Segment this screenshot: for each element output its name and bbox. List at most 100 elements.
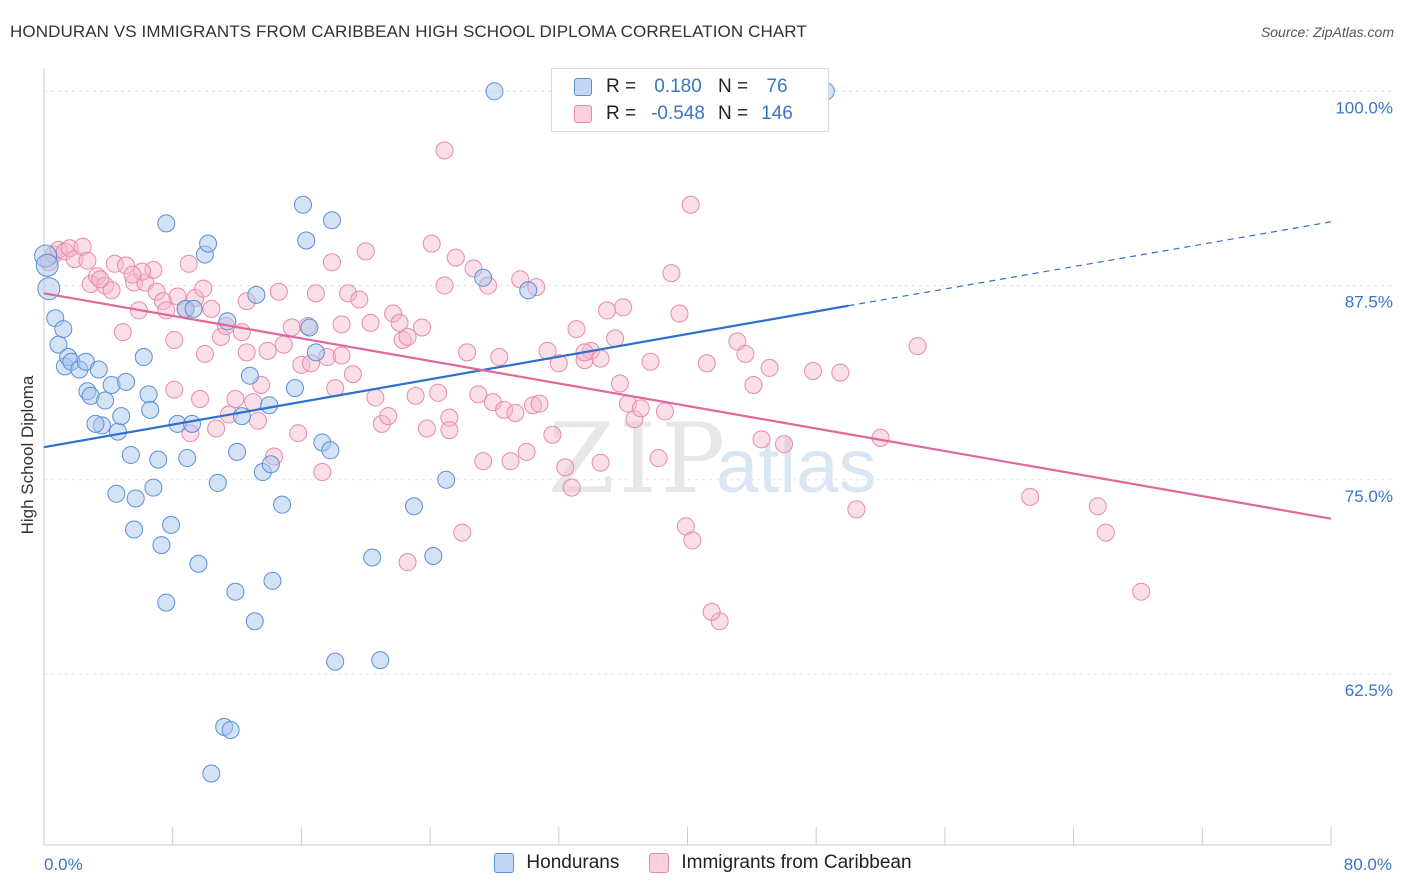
caribbean-point xyxy=(113,323,132,342)
caribbean-trend-line xyxy=(43,292,1332,520)
caribbean-point xyxy=(413,318,432,337)
caribbean-point xyxy=(1132,582,1151,601)
axes xyxy=(43,68,1332,846)
caribbean-point xyxy=(366,388,385,407)
caribbean-point xyxy=(446,248,465,267)
caribbean-point xyxy=(435,276,454,295)
caribbean-point xyxy=(332,315,351,334)
caribbean-point xyxy=(631,399,650,418)
series-legend: Hondurans Immigrants from Caribbean xyxy=(0,852,1406,874)
honduran-point xyxy=(326,652,345,671)
caribbean-point xyxy=(649,449,668,468)
caribbean-point xyxy=(343,365,362,384)
tick-labels: 62.5% 75.0% 87.5% 100.0% 0.0% 80.0% xyxy=(44,98,1393,874)
legend-r-value: 0.180 xyxy=(654,76,702,97)
caribbean-point xyxy=(744,376,763,395)
honduran-point xyxy=(141,400,160,419)
honduran-point xyxy=(117,372,136,391)
caribbean-point xyxy=(60,239,79,258)
caribbean-point xyxy=(655,402,674,421)
caribbean-point xyxy=(282,318,301,337)
caribbean-point xyxy=(332,346,351,365)
caribbean-point xyxy=(702,602,721,621)
honduran-point xyxy=(240,366,259,385)
legend-label-caribbean: Immigrants from Caribbean xyxy=(681,852,912,873)
honduran-point xyxy=(125,520,144,539)
honduran-point xyxy=(139,385,158,404)
honduran-point xyxy=(221,721,240,740)
caribbean-point xyxy=(274,335,293,354)
caribbean-point xyxy=(469,385,488,404)
caribbean-point xyxy=(530,394,549,413)
honduran-point xyxy=(228,442,247,461)
caribbean-point xyxy=(361,313,380,332)
caribbean-point xyxy=(165,330,184,349)
honduran-point xyxy=(157,593,176,612)
caribbean-point xyxy=(313,463,332,482)
legend-swatch-blue xyxy=(574,78,592,96)
honduran-trend-extension xyxy=(848,221,1332,307)
honduran-point xyxy=(86,414,105,433)
y-axis-label: High School Diploma xyxy=(18,375,37,534)
legend-item-caribbean: Immigrants from Caribbean xyxy=(649,852,912,874)
caribbean-point xyxy=(350,290,369,309)
caribbean-point xyxy=(506,403,525,422)
caribbean-point xyxy=(490,348,509,367)
honduran-point xyxy=(245,612,264,631)
caribbean-point xyxy=(641,352,660,371)
caribbean-point xyxy=(339,284,358,303)
caribbean-point xyxy=(207,419,226,438)
chart-title: HONDURAN VS IMMIGRANTS FROM CARIBBEAN HI… xyxy=(10,22,807,41)
caribbean-point xyxy=(306,284,325,303)
honduran-point xyxy=(285,379,304,398)
honduran-point xyxy=(273,495,292,514)
caribbean-point xyxy=(556,458,575,477)
watermark-atlas: atlas xyxy=(716,424,877,509)
caribbean-point xyxy=(429,383,448,402)
caribbean-point xyxy=(117,256,136,275)
caribbean-point xyxy=(760,358,779,377)
honduran-point xyxy=(474,268,493,287)
honduran-point xyxy=(109,422,128,441)
honduran-point xyxy=(297,231,316,250)
caribbean-point xyxy=(495,400,514,419)
honduran-point xyxy=(437,470,456,489)
caribbean-point xyxy=(202,299,221,318)
caribbean-point xyxy=(398,327,417,346)
honduran-point xyxy=(424,546,443,565)
source-label: Source: ZipAtlas.com xyxy=(1260,24,1394,40)
honduran-point xyxy=(261,455,280,474)
legend-n-value: 146 xyxy=(761,103,793,124)
caribbean-point xyxy=(474,452,493,471)
honduran-point xyxy=(157,214,176,233)
caribbean-point xyxy=(440,408,459,427)
honduran-point xyxy=(260,396,279,415)
y-tick-label: 75.0% xyxy=(1345,487,1393,506)
caribbean-point xyxy=(269,282,288,301)
caribbean-point xyxy=(123,265,142,284)
legend-swatch-pink xyxy=(649,853,670,873)
caribbean-point xyxy=(736,344,755,363)
legend-r-label: R = xyxy=(606,76,637,97)
y-tick-label: 100.0% xyxy=(1335,98,1393,117)
honduran-point xyxy=(485,82,504,101)
honduran-point xyxy=(208,473,227,492)
caribbean-point xyxy=(144,261,163,280)
legend-label-hondurans: Hondurans xyxy=(526,852,620,873)
honduran-point xyxy=(134,348,153,367)
caribbean-point xyxy=(803,362,822,381)
caribbean-point xyxy=(133,262,152,281)
caribbean-point xyxy=(1096,523,1115,542)
caribbean-point xyxy=(453,523,472,542)
legend-n-label: N = xyxy=(718,76,749,97)
caribbean-point xyxy=(440,421,459,440)
caribbean-point xyxy=(697,354,716,373)
honduran-point xyxy=(126,489,145,508)
caribbean-point xyxy=(356,242,375,261)
caribbean-point xyxy=(1088,497,1107,516)
legend-r-value: -0.548 xyxy=(651,103,705,124)
caribbean-point xyxy=(384,304,403,323)
legend-r-label: R = xyxy=(606,103,637,124)
honduran-point xyxy=(199,234,218,253)
